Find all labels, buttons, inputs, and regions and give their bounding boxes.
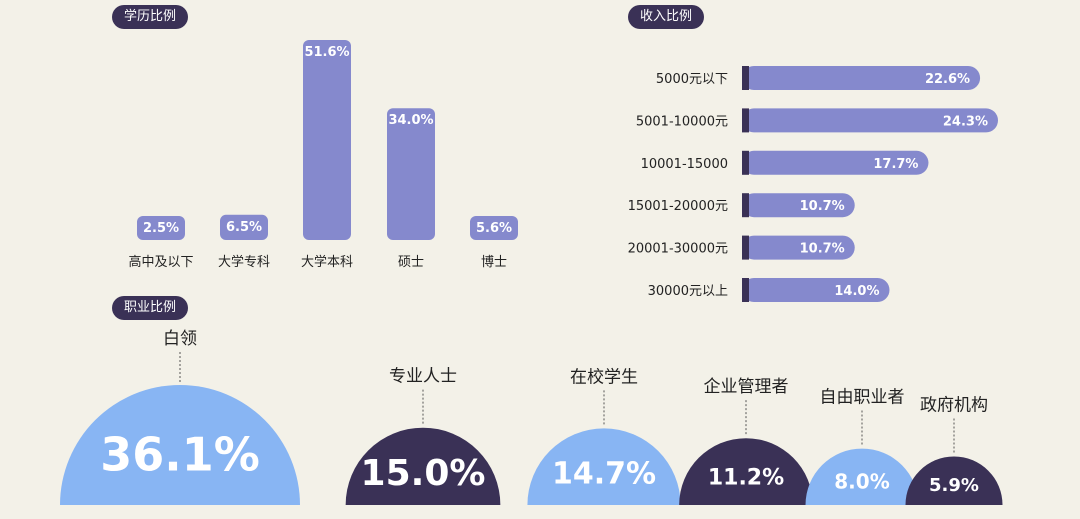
income-bar-chart: 22.6% 5000元以下 24.3% 5001-10000元 17.7% 10001-1…: [628, 66, 998, 302]
occupation-semicircle: [905, 456, 1003, 505]
occupation-value-label: 5.9%: [929, 475, 979, 496]
income-value-label: 10.7%: [800, 199, 845, 214]
education-value-label: 51.6%: [304, 45, 349, 60]
income-bar-marker: [742, 66, 749, 90]
income-chart-title: 收入比例: [628, 5, 705, 29]
occupation-semicircle: [679, 438, 813, 505]
occupation-category-label: 白领: [163, 329, 197, 349]
occupation-semicircle: [345, 427, 501, 505]
education-category-label: 大学专科: [218, 254, 270, 270]
income-bar-marker: [742, 235, 749, 260]
education-value-label: 5.6%: [476, 221, 512, 236]
income-bar: [742, 278, 890, 302]
occupation-value-label: 8.0%: [834, 469, 889, 493]
income-category-label: 20001-30000元: [628, 242, 728, 257]
occupation-category-label: 企业管理者: [704, 377, 789, 397]
education-bar-chart: 2.5% 高中及以下 6.5% 大学专科 51.6% 大学本科 34.0% 硕士 5.6% 博士: [128, 40, 518, 270]
income-value-label: 22.6%: [925, 72, 970, 87]
income-bar-marker: [742, 278, 749, 302]
education-value-label: 2.5%: [143, 221, 179, 236]
income-category-label: 10001-15000: [641, 157, 728, 172]
education-category-label: 大学本科: [301, 254, 353, 270]
education-bar: [220, 214, 268, 240]
education-bar: [137, 216, 185, 240]
occupation-chart-title: 职业比例: [112, 296, 189, 320]
income-bar: [742, 193, 855, 218]
income-category-label: 30000元以上: [648, 284, 728, 299]
income-value-label: 24.3%: [943, 114, 988, 129]
occupation-value-label: 15.0%: [361, 453, 486, 494]
education-category-label: 高中及以下: [128, 254, 193, 270]
education-value-label: 34.0%: [388, 113, 433, 128]
occupation-category-label: 在校学生: [570, 367, 638, 387]
occupation-semicircle: [60, 385, 300, 505]
income-category-label: 5001-10000元: [636, 114, 728, 129]
occupation-value-label: 11.2%: [708, 466, 784, 491]
education-bar: [303, 40, 351, 240]
occupation-semicircle: [527, 428, 681, 505]
income-bar-marker: [742, 193, 749, 218]
occupation-category-label: 专业人士: [389, 367, 457, 387]
income-bar-marker: [742, 150, 749, 175]
education-chart-title: 学历比例: [112, 5, 189, 29]
income-category-label: 15001-20000元: [628, 199, 728, 214]
education-bar: [470, 216, 518, 240]
education-bar: [387, 108, 435, 240]
income-value-label: 14.0%: [834, 284, 879, 299]
occupation-value-label: 36.1%: [100, 428, 260, 482]
income-bar: [742, 108, 998, 133]
occupation-semicircle: [805, 448, 919, 505]
income-bar: [742, 150, 929, 175]
occupation-category-label: 自由职业者: [820, 388, 905, 408]
occupation-category-label: 政府机构: [920, 395, 988, 415]
education-value-label: 6.5%: [226, 220, 262, 235]
income-bar: [742, 235, 855, 260]
income-category-label: 5000元以下: [656, 72, 728, 87]
education-category-label: 博士: [481, 255, 507, 270]
income-value-label: 17.7%: [873, 157, 918, 172]
occupation-value-label: 14.7%: [552, 456, 656, 491]
income-bar-marker: [742, 108, 749, 133]
education-category-label: 硕士: [398, 255, 424, 270]
income-bar: [742, 66, 981, 90]
income-value-label: 10.7%: [800, 242, 845, 257]
